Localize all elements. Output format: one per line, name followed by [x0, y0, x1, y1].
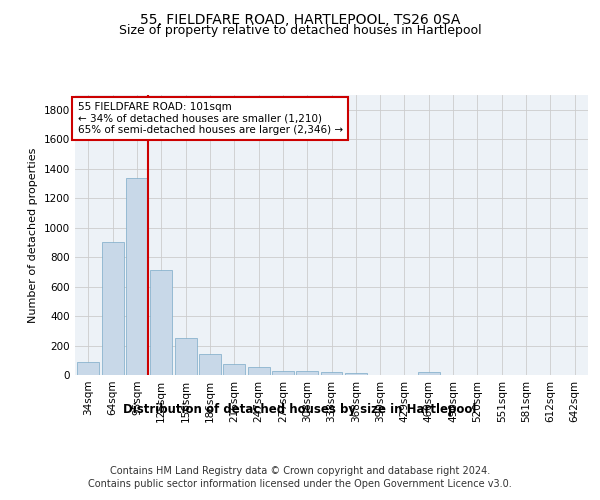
Text: Contains public sector information licensed under the Open Government Licence v3: Contains public sector information licen… [88, 479, 512, 489]
Bar [345, 373, 367, 375]
Text: Distribution of detached houses by size in Hartlepool: Distribution of detached houses by size … [124, 402, 476, 415]
Y-axis label: Number of detached properties: Number of detached properties [28, 148, 38, 322]
Bar [175, 338, 197, 375]
Bar [296, 372, 318, 375]
Bar [102, 242, 124, 375]
Bar [77, 362, 100, 375]
Text: Size of property relative to detached houses in Hartlepool: Size of property relative to detached ho… [119, 24, 481, 37]
Bar [320, 372, 343, 375]
Bar [199, 354, 221, 375]
Bar [418, 372, 440, 375]
Text: 55, FIELDFARE ROAD, HARTLEPOOL, TS26 0SA: 55, FIELDFARE ROAD, HARTLEPOOL, TS26 0SA [140, 12, 460, 26]
Text: Contains HM Land Registry data © Crown copyright and database right 2024.: Contains HM Land Registry data © Crown c… [110, 466, 490, 476]
Bar [151, 270, 172, 375]
Bar [126, 178, 148, 375]
Bar [223, 364, 245, 375]
Bar [272, 371, 294, 375]
Bar [248, 368, 269, 375]
Text: 55 FIELDFARE ROAD: 101sqm
← 34% of detached houses are smaller (1,210)
65% of se: 55 FIELDFARE ROAD: 101sqm ← 34% of detac… [77, 102, 343, 135]
